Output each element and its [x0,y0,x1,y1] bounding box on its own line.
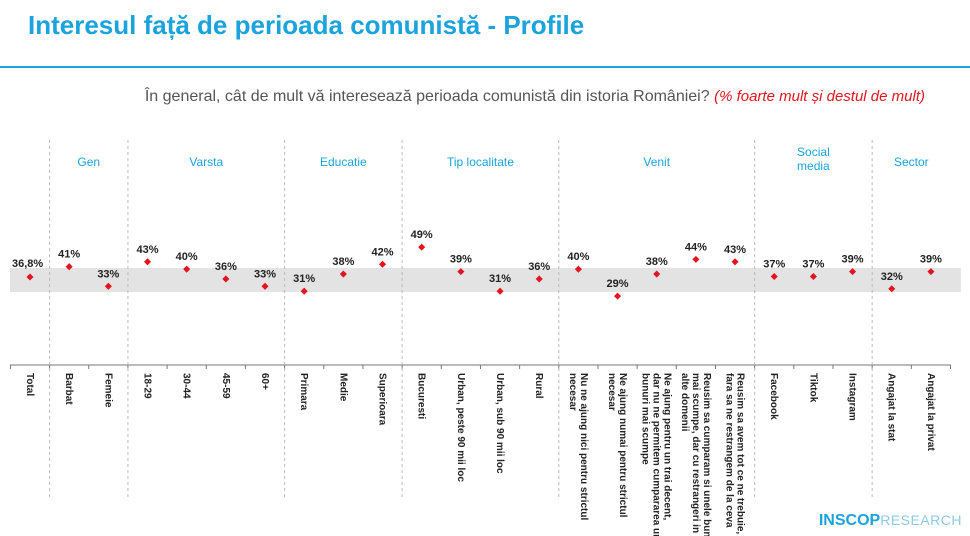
data-label: 38% [646,256,668,268]
category-label: Superioara [377,373,388,426]
group-label: Sector [894,155,929,169]
inscop-logo: INSCOPRESEARCH [819,512,962,530]
data-label: 36% [528,261,550,273]
data-point [535,275,543,283]
group-label: media [797,159,830,173]
category-label: 60+ [259,373,270,390]
category-label: Nu ne ajung nici pentru strictulnecesar [567,373,589,520]
data-point [809,272,817,281]
logo-suffix: RESEARCH [880,512,962,528]
logo-brand: INSCOP [818,512,881,529]
data-label: 37% [763,259,785,271]
category-label: 30-44 [181,373,192,399]
data-point [183,265,191,273]
question: În general, cât de mult vă interesează p… [0,88,925,106]
data-label: 43% [136,244,158,256]
category-label: Urban, peste 90 mii loc [455,373,466,482]
category-label: Barbat [63,373,74,405]
category-label: Instagram [847,373,858,421]
data-point [378,260,387,268]
data-label: 39% [920,254,942,266]
data-point [692,255,700,263]
data-label: 31% [489,273,511,285]
category-label: Tiktok [807,373,818,403]
data-point [26,273,34,281]
group-label: Gen [77,155,100,169]
category-label: Angajat la privat [925,373,936,451]
category-label: Femeie [102,373,113,408]
category-label: Urban, sub 90 mii loc [494,373,505,474]
category-label: Ne ajung numai pentru strictulnecesar [606,373,628,518]
category-label: Reusim sa avem tot ce ne trebuie,fara sa… [724,373,746,534]
data-point [222,275,230,283]
data-label: 40% [176,251,198,263]
data-point [300,287,308,295]
data-point [496,287,504,295]
title-divider [0,66,970,68]
data-point [614,292,622,300]
data-label: 43% [724,244,746,256]
data-point [653,270,661,278]
question-note: (% foarte mult și destul de mult) [714,88,925,105]
data-label: 33% [254,268,276,280]
data-label: 39% [842,254,864,266]
data-point [457,268,465,276]
data-point [888,285,896,293]
data-label: 33% [97,268,119,280]
data-label: 32% [881,271,903,283]
question-text: În general, cât de mult vă interesează p… [144,88,710,105]
category-label: Medie [337,373,348,402]
total-band [10,268,961,292]
data-label: 41% [58,249,80,261]
data-point [65,263,73,271]
group-label: Social [797,145,830,159]
category-label: Total [24,373,35,396]
category-label: Angajat la stat [886,373,897,442]
group-label: Educatie [320,155,367,169]
group-label: Venit [643,155,670,169]
data-point [261,282,269,290]
page-title: Interesul față de perioada comunistă - P… [28,10,585,40]
data-point [574,265,582,273]
category-label: Facebook [768,373,779,420]
category-label: Ne ajung pentru un trai decent,dar nu ne… [640,373,673,536]
category-label: Reusim sa cumparam si unele bunurimai sc… [679,373,712,536]
data-label: 29% [607,278,629,290]
data-point [731,258,739,266]
data-label: 40% [567,251,589,263]
data-point [849,268,857,276]
data-point [418,243,426,251]
group-label: Varsta [189,155,223,169]
group-label: Tip localitate [447,155,514,169]
data-label: 37% [802,259,824,271]
data-label: 39% [450,254,472,266]
category-label: 18-29 [142,373,153,399]
data-label: 42% [372,246,394,258]
data-label: 31% [293,273,315,285]
data-label: 38% [332,256,354,268]
data-label: 49% [411,229,433,241]
data-label: 36% [215,261,237,273]
data-label: 44% [685,241,707,253]
category-label: 45-59 [220,373,231,399]
data-label: 36,8% [12,258,43,270]
data-point [339,270,347,278]
category-label: Primara [298,373,309,411]
data-point [927,268,935,276]
data-point [143,258,152,266]
data-point [104,282,112,290]
category-label: Bucuresti [416,373,427,419]
category-label: Rural [533,373,544,399]
data-point [770,272,778,281]
